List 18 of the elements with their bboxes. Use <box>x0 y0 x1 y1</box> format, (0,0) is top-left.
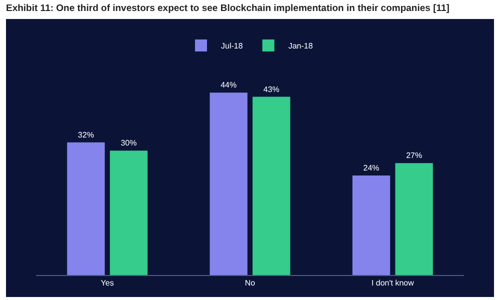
bar <box>67 142 105 275</box>
x-tick-label: Yes <box>100 278 114 288</box>
chart-title: Exhibit 11: One third of investors expect to see Blockchain implementation in their companies [11] <box>5 2 450 16</box>
bar <box>210 92 248 275</box>
bar <box>252 96 290 275</box>
data-label: 27% <box>406 151 422 160</box>
data-label: 30% <box>120 138 137 148</box>
data-label: 44% <box>220 80 237 90</box>
legend-label: Jul-18 <box>221 42 244 51</box>
x-tick-label: No <box>244 278 256 288</box>
legend-label: Jan-18 <box>288 42 314 51</box>
data-label: 24% <box>363 164 380 173</box>
bar <box>110 150 148 275</box>
data-label: 43% <box>263 84 280 94</box>
bar <box>352 176 390 275</box>
x-tick-label: I don't know <box>371 278 414 288</box>
data-label: 32% <box>78 130 94 140</box>
bar <box>395 163 433 275</box>
